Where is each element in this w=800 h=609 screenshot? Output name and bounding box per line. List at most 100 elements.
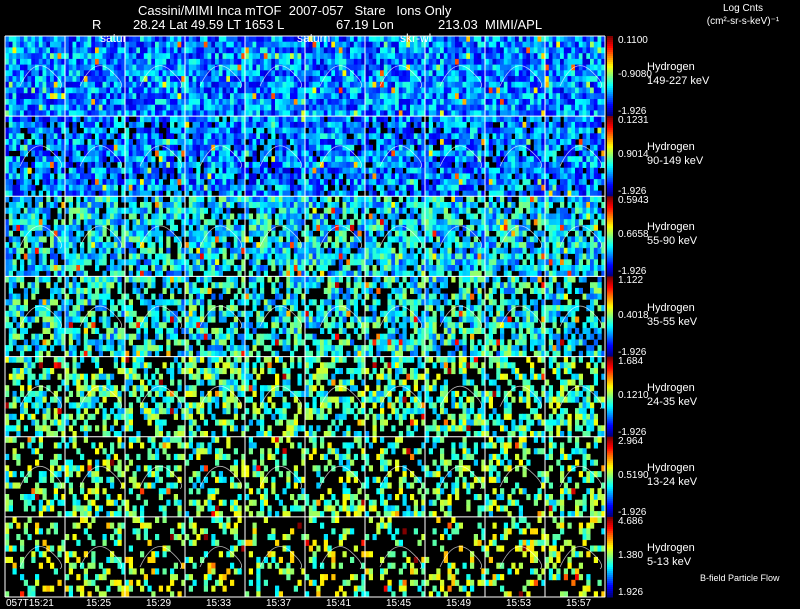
pixel [233, 41, 238, 48]
pixel [113, 104, 118, 111]
pixel [481, 81, 486, 88]
pixel [406, 87, 411, 94]
pixel [365, 144, 370, 151]
pixel [477, 127, 482, 134]
pixel [338, 58, 343, 65]
pixel [346, 81, 351, 88]
pixel [297, 190, 302, 197]
pixel [293, 156, 298, 163]
pixel [233, 247, 238, 254]
pixel [42, 219, 47, 226]
pixel [578, 110, 583, 117]
pixel [263, 156, 268, 163]
pixel [582, 93, 587, 100]
pixel [166, 236, 171, 243]
pixel [125, 53, 130, 60]
pixel [260, 179, 265, 186]
pixel [548, 87, 553, 94]
pixel [102, 242, 107, 249]
pixel [305, 144, 310, 151]
pixel [545, 36, 550, 43]
pixel [485, 139, 490, 146]
pixel [537, 41, 542, 48]
pixel [248, 144, 253, 151]
pixel [518, 156, 523, 163]
pixel [316, 58, 321, 65]
pixel [68, 36, 73, 43]
pixel [50, 76, 55, 83]
pixel [128, 41, 133, 48]
pixel [121, 219, 126, 226]
pixel [143, 247, 148, 254]
pixel [305, 70, 310, 77]
pixel [391, 190, 396, 197]
pixel [372, 58, 377, 65]
pixel [586, 167, 591, 174]
pixel [53, 259, 58, 266]
pixel [353, 133, 358, 140]
pixel [87, 156, 92, 163]
pixel [72, 70, 77, 77]
pixel [368, 70, 373, 77]
pixel [173, 139, 178, 146]
pixel [578, 179, 583, 186]
pixel [286, 81, 291, 88]
pixel [387, 64, 392, 71]
pixel [136, 121, 141, 128]
pixel [590, 127, 595, 134]
pixel [327, 150, 332, 157]
pixel [391, 87, 396, 94]
pixel [136, 265, 141, 272]
colorbar-segment [607, 46, 613, 49]
pixel [222, 127, 227, 134]
pixel [286, 167, 291, 174]
pixel [200, 93, 205, 100]
pixel [582, 190, 587, 197]
pixel [98, 99, 103, 106]
pixel [192, 116, 197, 123]
pixel [511, 110, 516, 117]
pixel [181, 104, 186, 111]
pixel [376, 139, 381, 146]
pixel [485, 121, 490, 128]
pixel [391, 93, 396, 100]
pixel [252, 139, 257, 146]
pixel [151, 259, 156, 266]
pixel [95, 173, 100, 180]
pixel [252, 144, 257, 151]
pixel [290, 184, 295, 191]
pixel [545, 110, 550, 117]
pixel [458, 167, 463, 174]
pixel [541, 36, 546, 43]
pixel [42, 41, 47, 48]
pixel [207, 230, 212, 237]
pixel [267, 47, 272, 54]
pixel [166, 64, 171, 71]
pixel [320, 121, 325, 128]
pixel [38, 64, 43, 71]
pixel [222, 179, 227, 186]
pixel [136, 104, 141, 111]
pixel [256, 196, 261, 203]
pixel [98, 58, 103, 65]
pixel [338, 70, 343, 77]
pixel [8, 207, 13, 214]
pixel [436, 58, 441, 65]
pixel [230, 150, 235, 157]
pixel [143, 110, 148, 117]
pixel [83, 207, 88, 214]
pixel [72, 236, 77, 243]
pixel [537, 76, 542, 83]
pixel [76, 47, 81, 54]
pixel [233, 47, 238, 54]
pixel [455, 104, 460, 111]
pixel [586, 110, 591, 117]
pixel [110, 47, 115, 54]
pixel [575, 156, 580, 163]
pixel [425, 150, 430, 157]
pixel [545, 133, 550, 140]
pixel [297, 110, 302, 117]
pixel [398, 139, 403, 146]
pixel [42, 81, 47, 88]
pixel [61, 87, 66, 94]
